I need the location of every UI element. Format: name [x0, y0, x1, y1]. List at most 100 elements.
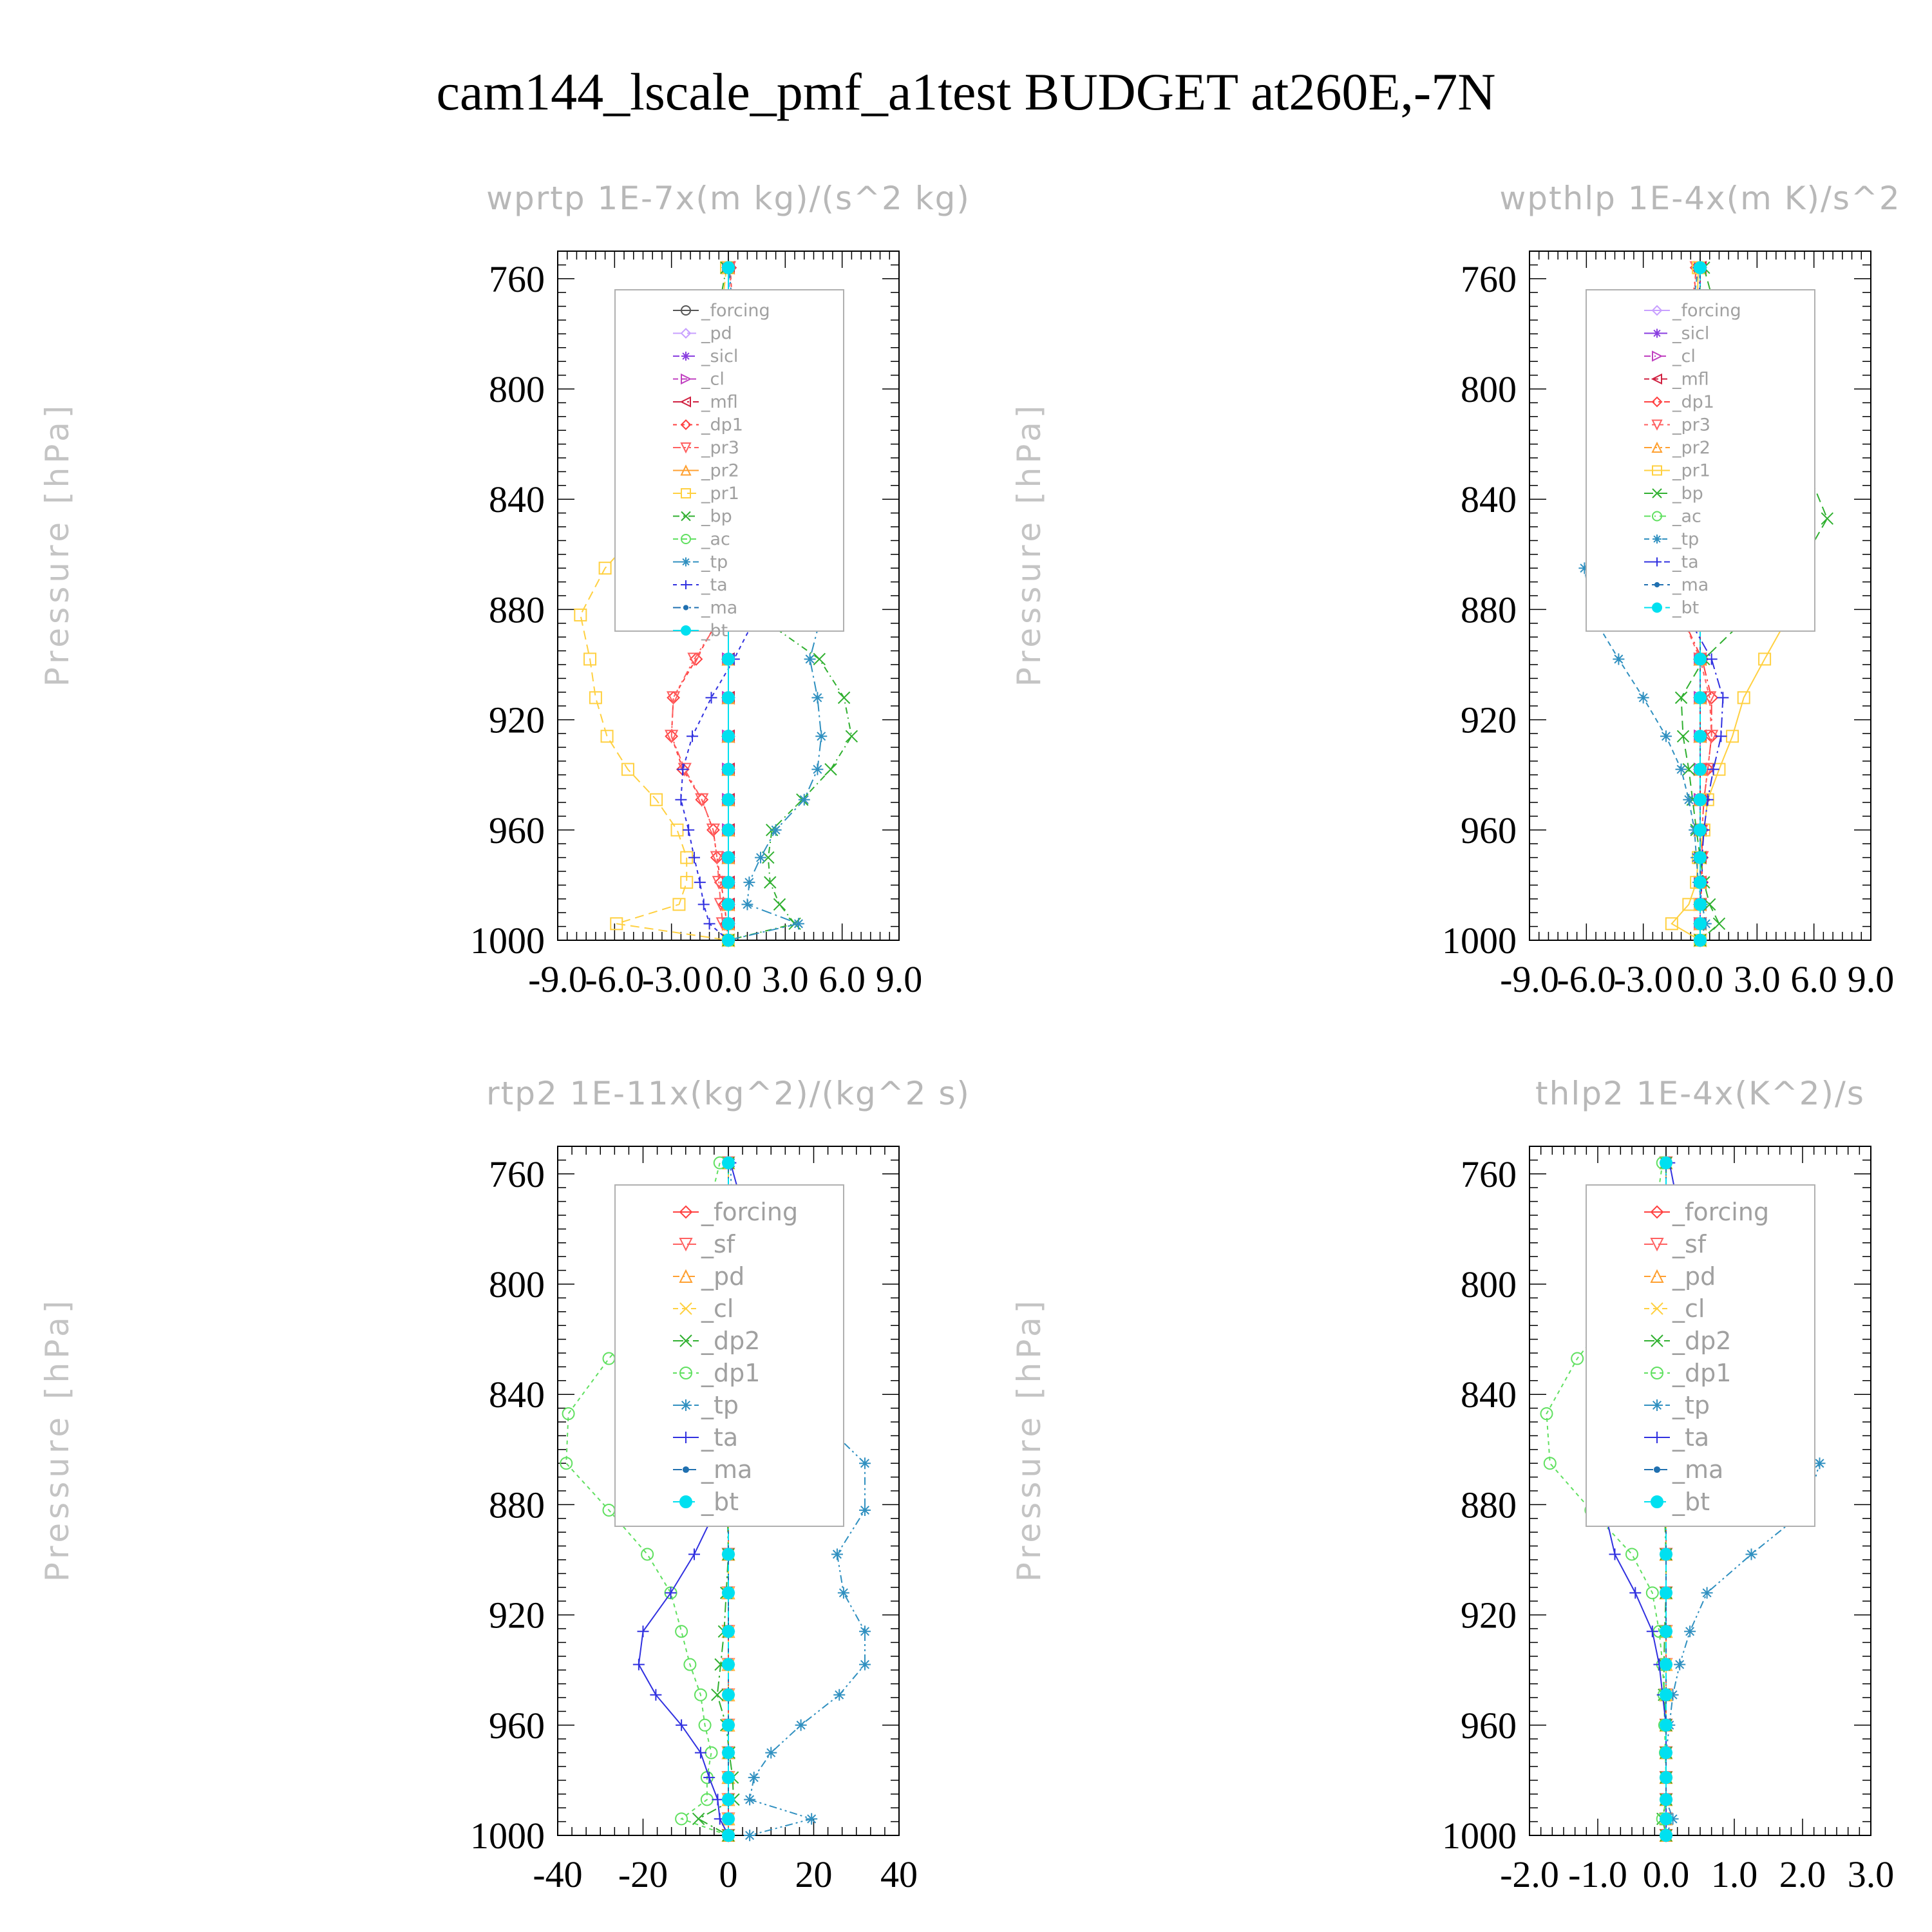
data-point [1660, 1548, 1672, 1561]
legend-marker [1653, 557, 1662, 567]
legend-item: _dp1 [673, 1359, 760, 1387]
x-tick-label: 0 [719, 1853, 738, 1895]
legend-marker [1653, 535, 1662, 544]
data-point [722, 762, 735, 776]
data-point [744, 1830, 756, 1841]
y-tick-label: 920 [489, 699, 545, 741]
legend-item: _dp2 [1644, 1327, 1731, 1355]
data-point [1684, 1625, 1696, 1638]
data-point [722, 851, 735, 864]
x-tick-label: -1.0 [1568, 1853, 1627, 1895]
data-point [621, 762, 634, 776]
data-point [792, 918, 804, 930]
chart-panel-1: wprtp 1E-7x(m kg)/(s^2 kg) Pressure [hPa]… [39, 180, 971, 1000]
data-point [1745, 1548, 1757, 1560]
data-point [680, 876, 694, 889]
data-point [1758, 652, 1772, 666]
data-point [1660, 1586, 1672, 1600]
x-tick-label: 3.0 [762, 958, 809, 1000]
legend-label: _cl [1672, 346, 1696, 366]
data-point [1675, 763, 1687, 775]
legend-item: _dp1 [673, 415, 743, 435]
legend-marker [679, 1302, 692, 1315]
legend-box [614, 1184, 844, 1527]
legend-label: _ma [1672, 1455, 1723, 1484]
legend-item: _dp1 [1644, 1359, 1731, 1387]
data-point [1694, 823, 1707, 837]
chart-panel-3: rtp2 1E-11x(kg^2)/(kg^2 s) Pressure [hPa]… [39, 1075, 969, 1895]
legend-label: _bp [701, 507, 732, 527]
legend-item: _forcing [673, 1198, 798, 1226]
legend-marker [681, 534, 691, 544]
x-tick-label: -9.0 [1500, 958, 1559, 1000]
data-point [837, 691, 851, 705]
data-point [672, 898, 686, 911]
series-line [565, 1162, 729, 1836]
legend-label: _ta [1672, 1423, 1709, 1452]
data-point [598, 562, 612, 575]
y-tick-label: 960 [1461, 1705, 1517, 1747]
x-tick-label: 0.0 [1677, 958, 1724, 1000]
data-point [722, 730, 735, 743]
y-tick-label: 880 [489, 1484, 545, 1526]
data-point [722, 691, 735, 705]
data-point [1660, 1718, 1672, 1732]
panel-title: wprtp 1E-7x(m kg)/(s^2 kg) [486, 180, 971, 217]
legend-label: _mfl [701, 392, 738, 412]
legend-marker [680, 442, 692, 454]
data-point [722, 652, 735, 666]
legend-marker [1652, 465, 1662, 476]
data-point [600, 730, 614, 743]
legend-marker [1651, 1399, 1663, 1411]
legend-item: _pr1 [673, 484, 739, 504]
data-point [1660, 1771, 1672, 1785]
legend-marker [1651, 396, 1663, 408]
data-point [705, 692, 717, 704]
data-point [610, 917, 623, 931]
legend-item: _bt [1644, 598, 1699, 618]
x-tick-label: -6.0 [1557, 958, 1616, 1000]
y-tick-label: 800 [1461, 368, 1517, 410]
data-point [765, 1747, 777, 1759]
data-point [683, 1658, 697, 1671]
data-point [748, 1772, 760, 1784]
data-point [845, 730, 858, 743]
legend-label: _tp [701, 553, 728, 573]
data-point [764, 876, 777, 889]
legend: _forcing _sicl_cl _mfl_dp1 _pr3 _pr2 _pr1 _bp _… [1586, 289, 1815, 632]
x-tick-label: 9.0 [876, 958, 923, 1000]
data-point [806, 1813, 818, 1825]
data-point [722, 917, 735, 931]
legend-marker [1650, 1238, 1664, 1252]
legend-marker [681, 352, 690, 361]
legend-item: _ma [1644, 575, 1709, 595]
data-point [694, 876, 706, 889]
legend-label: _mfl [1672, 370, 1709, 390]
data-point [1660, 1793, 1672, 1806]
legend-marker [679, 1238, 693, 1252]
data-point [637, 1625, 649, 1638]
y-tick-label: 880 [1461, 1484, 1517, 1526]
panel-title: thlp2 1E-4x(K^2)/s [1535, 1075, 1865, 1112]
data-point [694, 1688, 707, 1701]
y-tick-label: 800 [489, 368, 545, 410]
legend-label: _bt [1672, 598, 1699, 618]
legend-item: _dp2 [673, 1327, 760, 1355]
legend-item: _bt [673, 1488, 739, 1516]
data-point [770, 824, 782, 836]
y-tick-label: 1000 [1442, 920, 1517, 961]
legend-item: _cl [673, 370, 724, 390]
legend-item: _bp [673, 507, 732, 527]
legend-label: _ta [701, 1423, 738, 1452]
legend-marker [681, 305, 691, 316]
legend-label: _pr2 [1672, 438, 1710, 458]
data-point [755, 851, 767, 864]
legend-marker [1652, 511, 1662, 522]
legend-marker [1651, 1432, 1663, 1443]
data-point [560, 1457, 573, 1470]
legend-marker [681, 557, 690, 567]
x-tick-label: -20 [618, 1853, 668, 1895]
legend-marker [681, 580, 690, 589]
y-tick-label: 960 [489, 810, 545, 851]
x-tick-label: -6.0 [585, 958, 644, 1000]
